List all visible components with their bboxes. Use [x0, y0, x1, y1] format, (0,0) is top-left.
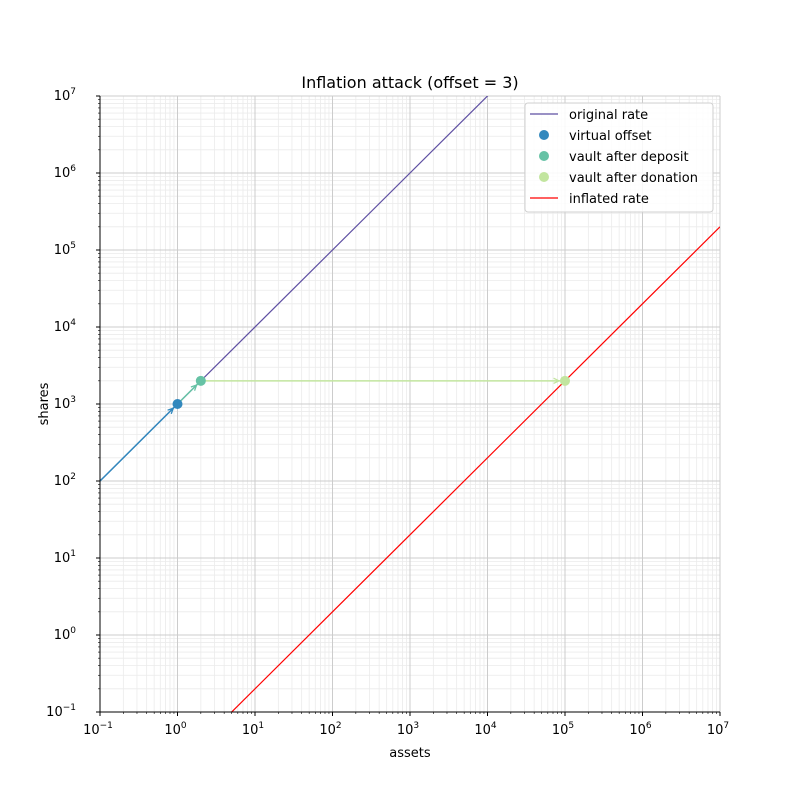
arrow-head	[553, 377, 561, 385]
y-tick-exponent: 3	[70, 395, 76, 405]
x-tick-exponent: 7	[723, 721, 729, 731]
x-tick-label: 106	[629, 721, 652, 738]
data-point-vault-after-donation	[560, 375, 571, 386]
arrow-head	[167, 407, 175, 415]
legend-label: original rate	[569, 108, 648, 123]
data-point-virtual-offset	[172, 399, 183, 409]
x-tick-exponent: 6	[646, 721, 652, 731]
x-axis-label: assets	[389, 746, 431, 761]
x-tick-exponent: 2	[336, 721, 342, 731]
y-tick-label: 100	[54, 626, 77, 643]
x-tick-exponent: −1	[100, 721, 113, 731]
legend-label: vault after deposit	[569, 150, 689, 165]
y-tick-label: 104	[54, 318, 77, 335]
y-tick-exponent: 7	[70, 87, 76, 97]
y-tick-exponent: 5	[70, 241, 76, 251]
y-tick-exponent: 1	[70, 549, 76, 559]
plot-marks	[100, 96, 720, 712]
y-tick-exponent: 0	[70, 626, 76, 636]
y-tick-exponent: 6	[70, 164, 76, 174]
x-tick-exponent: 1	[258, 721, 264, 731]
y-tick-exponent: −1	[63, 703, 76, 713]
x-tick-label: 104	[474, 721, 497, 738]
arrow-line	[100, 403, 179, 482]
y-tick-label: 101	[54, 549, 76, 566]
y-tick-exponent: 2	[70, 472, 76, 482]
arrow-head	[190, 383, 198, 391]
x-tick-exponent: 3	[413, 721, 419, 731]
x-tick-exponent: 0	[181, 721, 187, 731]
chart-title: Inflation attack (offset = 3)	[301, 73, 518, 92]
x-tick-exponent: 4	[491, 721, 497, 731]
legend-box	[524, 102, 714, 213]
legend-label: inflated rate	[569, 192, 649, 207]
x-tick-label: 103	[397, 721, 419, 738]
y-tick-exponent: 4	[70, 318, 76, 328]
x-tick-label: 10−1	[83, 721, 113, 738]
x-tick-label: 100	[164, 721, 187, 738]
y-tick-label: 107	[54, 87, 76, 104]
x-tick-label: 102	[319, 721, 341, 738]
y-tick-label: 105	[54, 241, 76, 258]
y-tick-label: 10−1	[46, 703, 76, 720]
data-point-vault-after-deposit	[195, 375, 206, 386]
legend: original rate virtual offset vault after d…	[524, 102, 714, 213]
legend-label: vault after donation	[569, 171, 698, 186]
series-line-inflated-rate	[230, 226, 720, 712]
y-tick-label: 106	[54, 164, 77, 181]
legend-label: virtual offset	[569, 129, 651, 144]
x-tick-exponent: 5	[568, 721, 574, 731]
legend-marker-swatch	[539, 151, 549, 161]
x-tick-label: 105	[552, 721, 574, 738]
x-tick-label: 101	[242, 721, 264, 738]
legend-marker-swatch	[539, 130, 549, 140]
y-tick-label: 102	[54, 472, 76, 489]
y-tick-label: 103	[54, 395, 76, 412]
x-tick-label: 107	[707, 721, 729, 738]
y-axis-label: shares	[37, 382, 52, 425]
legend-marker-swatch	[539, 172, 549, 182]
